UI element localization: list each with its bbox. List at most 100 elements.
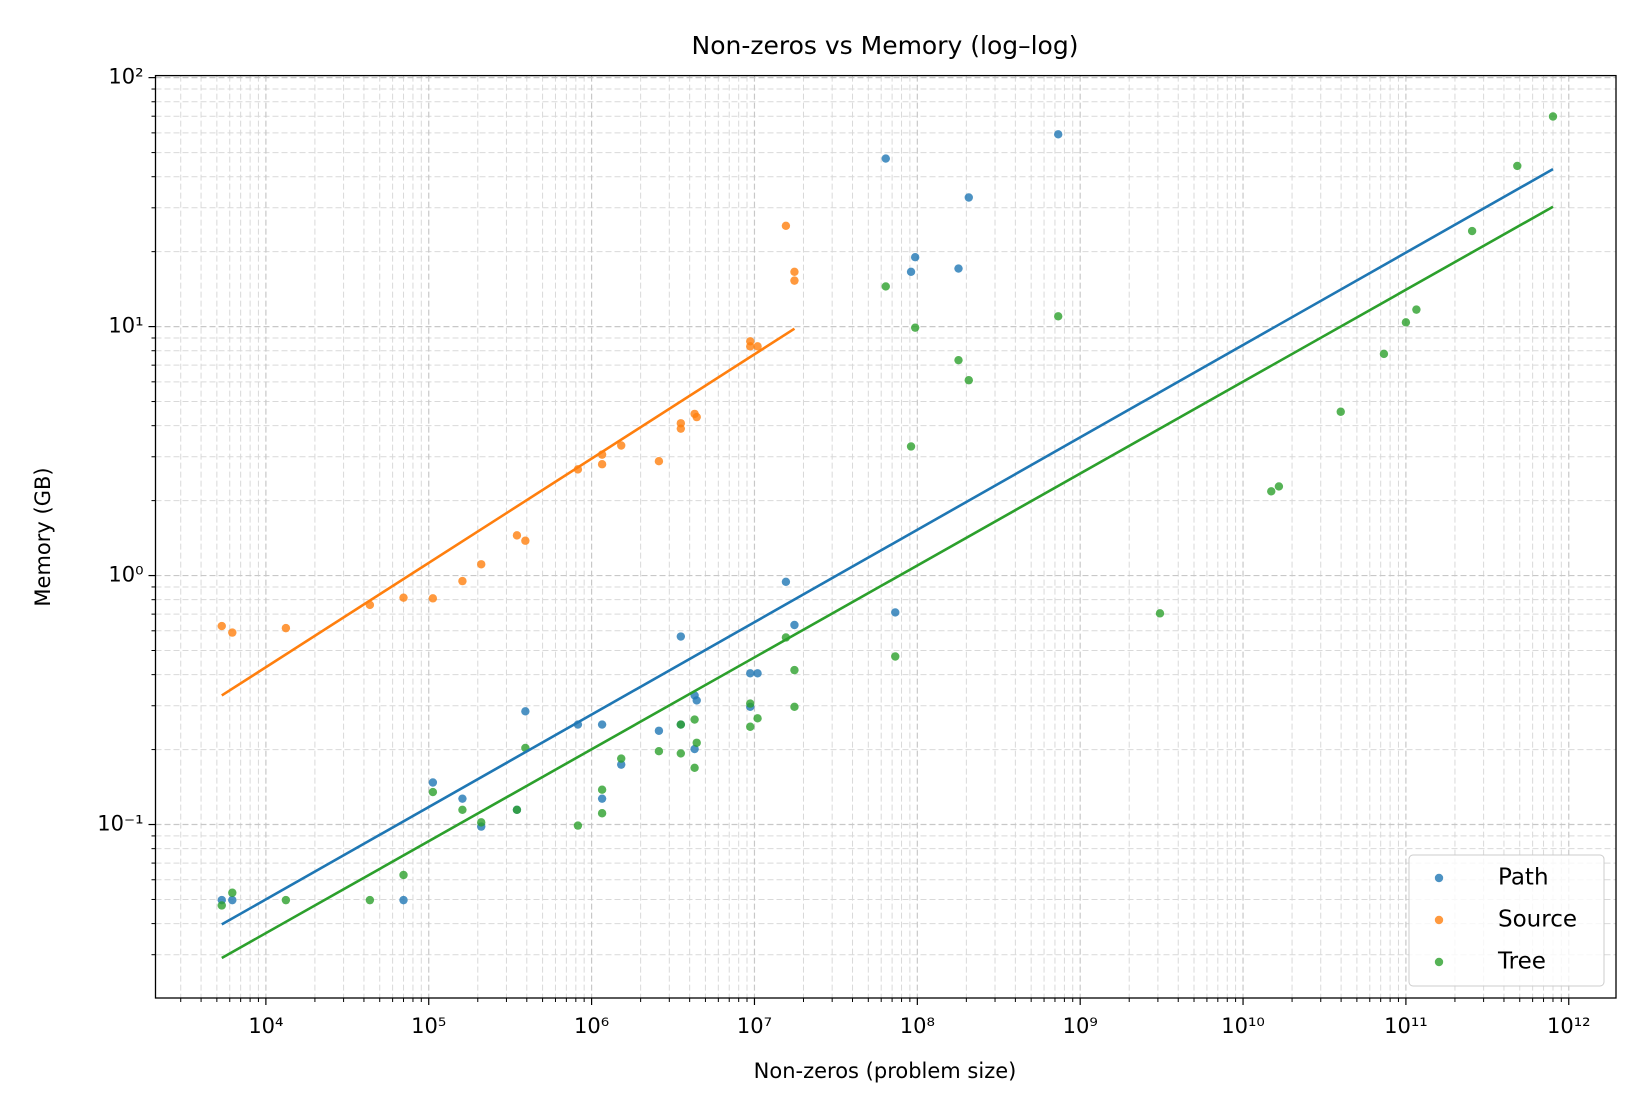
legend: Path Source Tree [1408, 854, 1605, 987]
point [573, 821, 583, 830]
y-tick-label: 10⁰ [108, 563, 143, 587]
point [1513, 161, 1522, 171]
point [790, 665, 799, 675]
point [512, 531, 522, 540]
point [906, 442, 916, 451]
point [906, 267, 916, 276]
point [790, 267, 799, 276]
point [781, 221, 791, 231]
point [228, 895, 237, 905]
point [790, 702, 799, 712]
point [910, 323, 920, 332]
x-tick-label: 10⁶ [574, 1014, 609, 1038]
point [746, 669, 755, 678]
point [676, 749, 686, 758]
point [597, 720, 607, 729]
y-tick-label: 10² [108, 65, 143, 89]
point [228, 628, 237, 637]
y-tick-label: 10⁻¹ [97, 812, 143, 836]
point [521, 707, 530, 716]
point [617, 754, 626, 763]
point [781, 577, 791, 586]
point [1054, 312, 1063, 321]
point [228, 888, 237, 897]
point [753, 669, 762, 678]
point [1379, 349, 1389, 359]
point [790, 620, 799, 630]
chart-title: Non-zeros vs Memory (log–log) [692, 31, 1079, 60]
point [217, 901, 226, 910]
point [790, 276, 799, 285]
point [617, 441, 626, 450]
x-tick-label: 10⁴ [248, 1014, 283, 1038]
point [690, 763, 699, 772]
point [753, 714, 762, 723]
point [281, 895, 291, 905]
x-tick-label: 10⁹ [1063, 1014, 1098, 1038]
point [1336, 407, 1345, 416]
point [654, 456, 664, 466]
point [746, 342, 755, 351]
fit-line [221, 168, 1554, 926]
point [597, 794, 607, 803]
y-tick-label: 10¹ [108, 314, 143, 338]
plot-frame [154, 74, 1617, 999]
point [1548, 112, 1558, 121]
point [891, 652, 900, 661]
point [512, 805, 522, 814]
point [521, 536, 530, 545]
point [399, 870, 408, 880]
point [399, 593, 408, 602]
point [1467, 226, 1477, 236]
x-tick-label: 10⁵ [411, 1014, 446, 1038]
point [1155, 609, 1165, 618]
point [458, 576, 467, 586]
point [910, 252, 920, 262]
point [617, 760, 626, 769]
point [477, 560, 486, 569]
point [458, 794, 467, 803]
point [891, 608, 900, 617]
point [954, 355, 963, 365]
fit-line [221, 205, 1554, 960]
point [217, 621, 226, 631]
point [676, 424, 686, 433]
point [746, 699, 755, 708]
y-axis-label: Memory (GB) [31, 467, 55, 606]
point [428, 594, 438, 603]
legend-box [1408, 854, 1605, 987]
legend-marker [1434, 873, 1444, 883]
point [597, 460, 607, 469]
grid [155, 75, 1616, 998]
x-axis-label: Non-zeros (problem size) [754, 1059, 1017, 1083]
point [676, 632, 686, 641]
x-tick-label: 10⁸ [900, 1014, 935, 1038]
legend-label: Tree [1497, 949, 1546, 975]
point [964, 193, 973, 202]
point [954, 264, 963, 273]
point [281, 623, 291, 633]
point [1412, 305, 1421, 314]
point [1267, 487, 1276, 496]
point [597, 809, 607, 818]
point [428, 787, 438, 797]
point [1274, 482, 1284, 491]
point [1401, 318, 1411, 327]
point [428, 778, 438, 787]
point [1054, 130, 1063, 139]
point [399, 895, 408, 905]
point [654, 726, 664, 735]
point [365, 895, 375, 905]
point [881, 282, 890, 291]
x-tick-label: 10¹¹ [1384, 1014, 1428, 1038]
x-tick-label: 10¹⁰ [1221, 1014, 1265, 1038]
point [458, 805, 467, 814]
fit-line [221, 327, 796, 697]
legend-marker [1434, 915, 1444, 925]
point [654, 747, 664, 756]
point [597, 785, 607, 794]
point [477, 818, 486, 827]
point [676, 720, 686, 729]
point [692, 412, 701, 422]
